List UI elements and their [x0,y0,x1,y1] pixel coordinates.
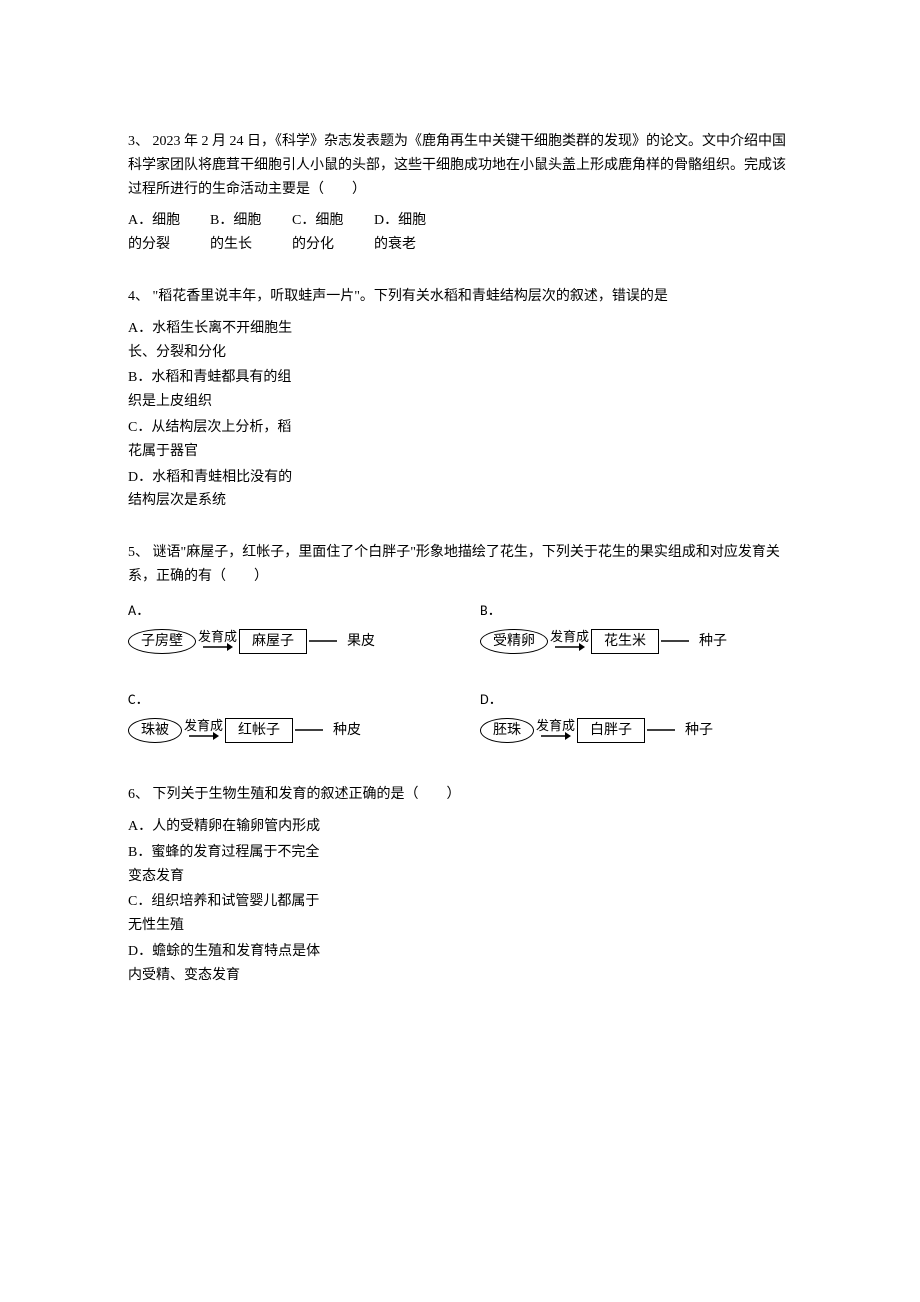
q4-stem-text: "稻花香里说丰年，听取蛙声一片"。下列有关水稻和青蛙结构层次的叙述，错误的是 [149,289,668,304]
q5-c-node3: 种皮 [325,719,369,742]
q5-flow-c: 珠被 发育成 红帐子 种皮 [128,718,440,743]
arrow-icon: 发育成 [184,719,223,742]
q4-option-c: C．从结构层次上分析，稻花属于器官 [128,416,298,464]
arrow-icon: 发育成 [198,630,237,653]
q5-label-c: C． [128,688,440,712]
q4-option-d: D．水稻和青蛙相比没有的结构层次是系统 [128,466,298,514]
q3-option-c: C．细胞的分化 [292,209,356,257]
q3-options: A．细胞的分裂 B．细胞的生长 C．细胞的分化 D．细胞的衰老 [128,209,792,257]
q5-d-node1: 胚珠 [480,718,534,743]
q4-number: 4、 [128,289,149,304]
q6-option-d: D．蟾蜍的生殖和发育特点是体内受精、变态发育 [128,940,328,988]
line-icon [647,728,675,732]
q4-option-b: B．水稻和青蛙都具有的组织是上皮组织 [128,366,298,414]
q5-d-node2: 白胖子 [577,718,645,743]
q6-option-c: C．组织培养和试管婴儿都属于无性生殖 [128,890,328,938]
q3-stem: 3、 2023 年 2 月 24 日，《科学》杂志发表题为《鹿角再生中关键干细胞… [128,130,792,201]
arrow-icon: 发育成 [536,719,575,742]
question-3: 3、 2023 年 2 月 24 日，《科学》杂志发表题为《鹿角再生中关键干细胞… [128,130,792,257]
q6-number: 6、 [128,787,149,802]
q5-label-b: B． [480,599,792,623]
q3-option-b: B．细胞的生长 [210,209,274,257]
q5-diagram-d: D． 胚珠 发育成 白胖子 种子 [480,688,792,743]
q6-stem: 6、 下列关于生物生殖和发育的叙述正确的是（ ） [128,783,792,807]
page-content: 3、 2023 年 2 月 24 日，《科学》杂志发表题为《鹿角再生中关键干细胞… [0,0,920,1116]
q4-stem: 4、 "稻花香里说丰年，听取蛙声一片"。下列有关水稻和青蛙结构层次的叙述，错误的… [128,285,792,309]
q6-option-b: B．蜜蜂的发育过程属于不完全变态发育 [128,841,328,889]
line-icon [661,639,689,643]
q5-a-node2: 麻屋子 [239,629,307,654]
line-icon [309,639,337,643]
question-4: 4、 "稻花香里说丰年，听取蛙声一片"。下列有关水稻和青蛙结构层次的叙述，错误的… [128,285,792,513]
q5-diagrams: A． 子房壁 发育成 麻屋子 果皮 B． 受精卵 [128,599,792,743]
q6-option-a: A．人的受精卵在输卵管内形成 [128,815,328,839]
q5-label-d: D． [480,688,792,712]
q3-option-d: D．细胞的衰老 [374,209,438,257]
q5-flow-d: 胚珠 发育成 白胖子 种子 [480,718,792,743]
q6-options: A．人的受精卵在输卵管内形成 B．蜜蜂的发育过程属于不完全变态发育 C．组织培养… [128,815,328,988]
q5-a-node3: 果皮 [339,630,383,653]
q5-b-node3: 种子 [691,630,735,653]
q5-a-node1: 子房壁 [128,629,196,654]
q3-option-a: A．细胞的分裂 [128,209,192,257]
q5-stem: 5、 谜语"麻屋子，红帐子，里面住了个白胖子"形象地描绘了花生，下列关于花生的果… [128,541,792,589]
q5-diagram-b: B． 受精卵 发育成 花生米 种子 [480,599,792,654]
q5-c-node1: 珠被 [128,718,182,743]
question-6: 6、 下列关于生物生殖和发育的叙述正确的是（ ） A．人的受精卵在输卵管内形成 … [128,783,792,987]
q5-c-node2: 红帐子 [225,718,293,743]
arrow-icon: 发育成 [550,630,589,653]
q4-options: A．水稻生长离不开细胞生长、分裂和分化 B．水稻和青蛙都具有的组织是上皮组织 C… [128,317,298,513]
q5-b-node1: 受精卵 [480,629,548,654]
q6-stem-text: 下列关于生物生殖和发育的叙述正确的是（ ） [149,787,461,802]
q5-b-node2: 花生米 [591,629,659,654]
line-icon [295,728,323,732]
question-5: 5、 谜语"麻屋子，红帐子，里面住了个白胖子"形象地描绘了花生，下列关于花生的果… [128,541,792,743]
q5-diagram-a: A． 子房壁 发育成 麻屋子 果皮 [128,599,440,654]
q5-number: 5、 [128,545,149,560]
q5-stem-text: 谜语"麻屋子，红帐子，里面住了个白胖子"形象地描绘了花生，下列关于花生的果实组成… [128,545,780,584]
q5-label-a: A． [128,599,440,623]
q5-diagram-c: C． 珠被 发育成 红帐子 种皮 [128,688,440,743]
q3-stem-text: 2023 年 2 月 24 日，《科学》杂志发表题为《鹿角再生中关键干细胞类群的… [128,134,786,197]
q4-option-a: A．水稻生长离不开细胞生长、分裂和分化 [128,317,298,365]
q5-d-node3: 种子 [677,719,721,742]
q3-number: 3、 [128,134,149,149]
q5-flow-b: 受精卵 发育成 花生米 种子 [480,629,792,654]
q5-flow-a: 子房壁 发育成 麻屋子 果皮 [128,629,440,654]
